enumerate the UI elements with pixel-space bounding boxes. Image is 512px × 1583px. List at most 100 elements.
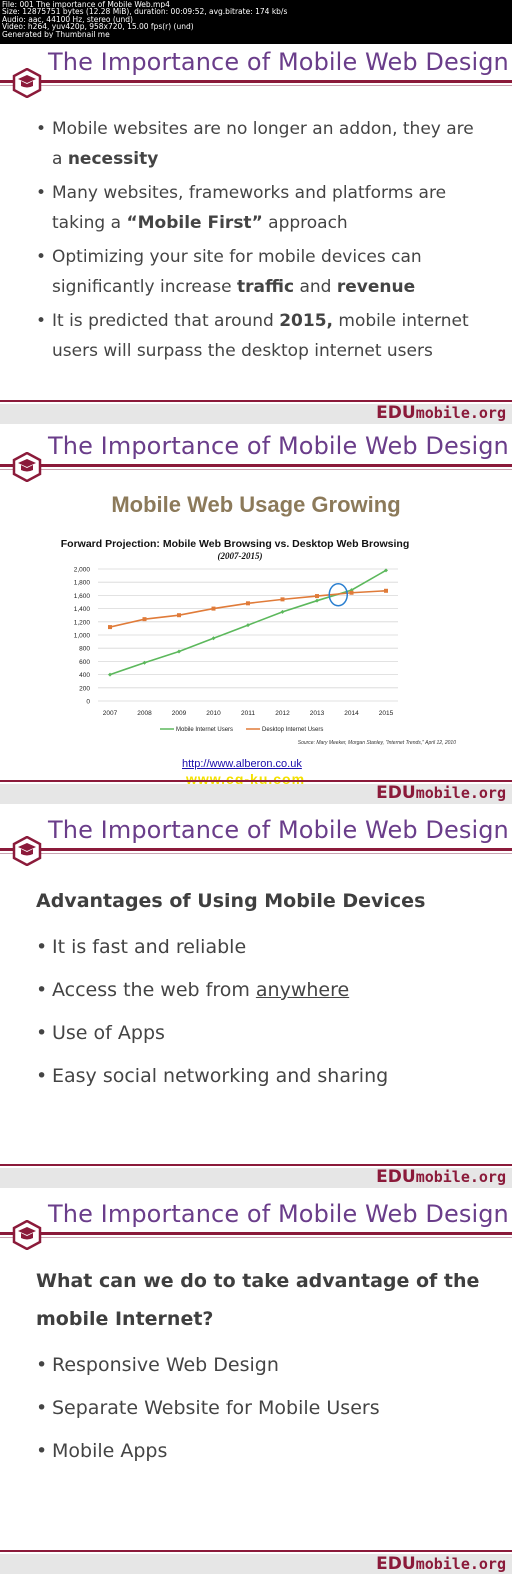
legend-label: Mobile Internet Users (176, 727, 233, 733)
slide-3: The Importance of Mobile Web Design Adva… (0, 812, 512, 1194)
file-info-line: Generated by Thumbnail me (2, 30, 110, 39)
x-tick-label: 2015 (379, 710, 394, 717)
slide-title: The Importance of Mobile Web Design (48, 48, 509, 76)
title-rule (0, 80, 512, 83)
y-tick-label: 400 (79, 672, 90, 679)
data-point (142, 660, 147, 665)
footer-rule (0, 1164, 512, 1166)
y-tick-label: 600 (79, 659, 90, 666)
chart-subtitle: Forward Projection: Mobile Web Browsing … (60, 538, 410, 550)
data-point (108, 625, 112, 630)
x-tick-label: 2011 (241, 710, 255, 717)
file-info-line: Video: h264, yuv420p, 958x720, 15.00 fps… (2, 23, 194, 31)
data-point (280, 609, 285, 614)
x-tick-label: 2008 (137, 710, 152, 717)
slide-4: The Importance of Mobile Web Design What… (0, 1196, 512, 1583)
footer-band (0, 404, 512, 424)
y-tick-label: 0 (86, 699, 90, 706)
x-tick-label: 2012 (275, 710, 290, 717)
data-point (246, 601, 250, 606)
title-rule-thin (0, 85, 512, 86)
line-chart: 0 200 400 600 800 1,000 1,200 1,400 1,600 1,800 2,… (74, 567, 456, 747)
footer-band (0, 784, 512, 804)
edumobile-logo: EDUmobile.org (376, 1167, 506, 1187)
x-tick-label: 2013 (310, 710, 325, 717)
data-point (211, 606, 216, 611)
data-point (142, 617, 147, 622)
file-info-line: File: 001 The importance of Mobile Web.m… (2, 1, 170, 9)
data-point (246, 623, 250, 628)
list-item: • Use of Apps (36, 1022, 165, 1044)
list-item: • It is predicted that around 2015, mobi… (36, 311, 469, 361)
list-item: • Optimizing your site for mobile devices… (36, 247, 422, 297)
data-point (384, 588, 388, 593)
graduation-cap-icon (12, 68, 42, 98)
x-tick-label: 2010 (206, 710, 221, 717)
x-tick-label: 2014 (344, 710, 359, 717)
slide-2: The Importance of Mobile Web Design Mobi… (0, 428, 512, 810)
footer-rule (0, 1550, 512, 1552)
legend-label: Desktop Internet Users (262, 727, 323, 733)
chart-title: Mobile Web Usage Growing (111, 492, 401, 517)
edumobile-logo: EDUmobile.org (376, 403, 506, 423)
slide-title: The Importance of Mobile Web Design (48, 432, 509, 460)
crossover-highlight (328, 582, 348, 607)
data-point (315, 594, 319, 599)
list-item: • Access the web from anywhere (36, 979, 350, 1001)
y-tick-label: 2,000 (74, 567, 91, 574)
file-info-line: Audio: aac, 44100 Hz, stereo (und) (2, 15, 133, 24)
title-rule (0, 1232, 512, 1235)
edumobile-logo: EDUmobile.org (376, 783, 506, 803)
y-tick-label: 800 (79, 646, 90, 653)
y-tick-label: 1,200 (74, 619, 91, 626)
x-tick-label: 2007 (103, 710, 118, 717)
edumobile-logo: EDUmobile.org (376, 1554, 506, 1574)
data-point (177, 649, 181, 654)
bullet-list: • Responsive Web Design • Separate Website… (36, 1346, 486, 1475)
graduation-cap-icon (12, 452, 42, 482)
list-item: • Separate Website for Mobile Users (36, 1397, 380, 1419)
data-point (315, 598, 319, 603)
list-item: • Many websites, frameworks and platforms… (36, 183, 447, 233)
y-tick-label: 1,400 (74, 606, 91, 613)
y-tick-label: 1,800 (74, 580, 91, 587)
list-item: • Responsive Web Design (36, 1354, 279, 1376)
bullet-list: • Mobile websites are no longer an addon,… (36, 114, 486, 370)
footer-rule (0, 780, 512, 782)
chart-source: Source: Mary Meeker, Morgan Stanley, "In… (298, 740, 456, 746)
section-heading: Advantages of Using Mobile Devices (36, 890, 426, 912)
data-point (108, 672, 112, 677)
list-item: • It is fast and reliable (36, 936, 247, 958)
title-rule-thin (0, 1237, 512, 1238)
y-tick-label: 1,600 (74, 593, 91, 600)
slide-title: The Importance of Mobile Web Design (48, 816, 509, 844)
watermark: www.cg-ku.com (186, 771, 306, 787)
title-rule (0, 848, 512, 851)
source-link[interactable]: http://www.alberon.co.uk (182, 758, 302, 770)
bullet-list: • It is fast and reliable • Access the web… (36, 928, 486, 1100)
file-info-line: Size: 12875751 bytes (12.28 MiB), durati… (2, 8, 288, 16)
y-tick-label: 1,000 (74, 633, 91, 640)
title-rule-thin (0, 469, 512, 470)
data-point (280, 597, 285, 602)
y-tick-label: 200 (79, 685, 90, 692)
list-item: • Mobile Apps (36, 1440, 168, 1462)
slide-1: The Importance of Mobile Web Design • Mob… (0, 44, 512, 426)
footer-band (0, 1168, 512, 1188)
data-point (211, 636, 216, 641)
footer-band (0, 1554, 512, 1574)
title-rule-thin (0, 853, 512, 854)
list-item: • Easy social networking and sharing (36, 1065, 389, 1087)
title-rule (0, 464, 512, 467)
data-point (349, 590, 354, 595)
file-info-header: File: 001 The importance of Mobile Web.m… (0, 0, 512, 44)
list-item: • Mobile websites are no longer an addon,… (36, 119, 474, 169)
x-tick-label: 2009 (172, 710, 187, 717)
data-point (177, 613, 181, 618)
slide-title: The Importance of Mobile Web Design (48, 1200, 509, 1228)
section-heading: What can we do to take advantage of the … (36, 1270, 480, 1330)
data-point (384, 568, 388, 573)
graduation-cap-icon (12, 1220, 42, 1250)
footer-rule (0, 400, 512, 402)
graduation-cap-icon (12, 836, 42, 866)
